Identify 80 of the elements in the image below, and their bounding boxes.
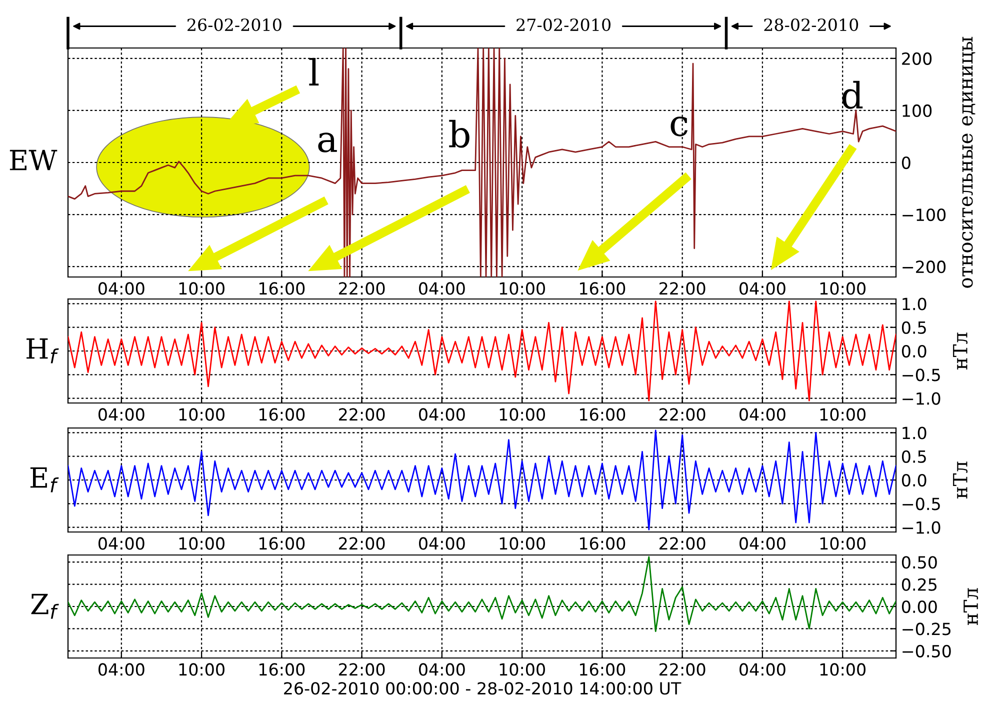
y-tick-label: −100: [902, 208, 946, 222]
x-tick-label: 22:00: [660, 408, 706, 421]
x-tick-label: 16:00: [259, 282, 305, 295]
series-label: H$_{f}$: [26, 338, 59, 364]
annotation: b: [449, 120, 470, 148]
x-tick-label: 04:00: [740, 282, 786, 295]
x-tick-label: 04:00: [419, 282, 465, 295]
text: 28-02-2010: [764, 18, 858, 32]
y-tick-label: 0.5: [902, 450, 926, 463]
x-tick-label: 16:00: [580, 537, 626, 550]
y-tick-label: 0.0: [902, 344, 926, 358]
annotation: a: [318, 132, 337, 152]
x-tick-label: 10:00: [500, 663, 545, 676]
y-tick-label: 0.00: [902, 600, 937, 614]
x-tick-label: 22:00: [660, 537, 706, 550]
y-tick-label: −0.5: [902, 498, 940, 510]
line-series: [68, 300, 896, 402]
x-tick-label: 16:00: [580, 282, 626, 295]
x-tick-label: 16:00: [580, 663, 626, 676]
x-tick-label: 10:00: [500, 282, 545, 295]
y-tick-label: 0.25: [902, 578, 937, 591]
text: 26-02-2010: [188, 18, 282, 32]
x-tick-label: 10:00: [500, 537, 545, 550]
y-tick-label: −200: [902, 260, 946, 274]
x-tick-label: 04:00: [98, 282, 144, 295]
annotation: c: [670, 116, 688, 136]
x-tick-label: 10:00: [820, 663, 866, 676]
annotation: d: [842, 80, 863, 109]
x-tick-label: 04:00: [419, 537, 465, 550]
x-tick-label: 04:00: [740, 537, 786, 550]
x-tick-label: 04:00: [740, 663, 786, 676]
x-tick-label: 10:00: [820, 537, 866, 550]
x-axis-title: 26-02-2010 00:00:00 - 28-02-2010 14:00:00 UT: [284, 682, 682, 695]
y-tick-label: 1.0: [902, 298, 926, 310]
x-tick-label: 10:00: [179, 663, 224, 676]
y-tick-label: 0: [902, 156, 910, 170]
x-tick-label: 04:00: [98, 663, 144, 676]
series-label: E$_{f}$: [30, 467, 59, 492]
text: 27-02-2010: [516, 18, 610, 32]
x-tick-label: 10:00: [179, 537, 224, 550]
x-tick-label: 04:00: [98, 537, 144, 550]
y-tick-label: 100: [902, 104, 932, 118]
x-tick-label: 10:00: [820, 408, 866, 421]
y-axis-title: нТл: [953, 462, 968, 498]
y-tick-label: 200: [902, 52, 932, 65]
line-series: [68, 48, 896, 277]
x-tick-label: 22:00: [660, 282, 706, 295]
x-tick-label: 22:00: [339, 537, 385, 550]
x-tick-label: 10:00: [820, 282, 866, 295]
x-tick-label: 04:00: [98, 408, 144, 421]
y-tick-label: −0.50: [902, 644, 951, 658]
x-tick-label: 22:00: [339, 408, 385, 421]
line-series: [68, 430, 896, 530]
x-tick-label: 22:00: [339, 663, 385, 676]
y-axis-title: нТл: [953, 332, 968, 370]
series-label: Z$_{f}$: [31, 594, 59, 619]
y-tick-label: 1.0: [902, 426, 926, 440]
x-tick-label: 04:00: [419, 663, 465, 676]
x-tick-label: 16:00: [259, 537, 305, 550]
series-label: EW: [10, 150, 58, 170]
y-tick-label: 0.5: [902, 321, 926, 334]
y-tick-label: −0.25: [902, 622, 950, 636]
y-tick-label: −0.5: [902, 368, 940, 382]
x-tick-label: 16:00: [259, 408, 305, 421]
x-tick-label: 22:00: [339, 282, 385, 295]
y-tick-label: −1.0: [902, 521, 940, 534]
x-tick-label: 04:00: [740, 408, 786, 421]
annotation: l: [309, 58, 319, 86]
x-tick-label: 10:00: [179, 408, 224, 421]
x-tick-label: 16:00: [580, 408, 626, 421]
x-tick-label: 04:00: [419, 408, 465, 421]
y-tick-label: 0.50: [902, 556, 937, 569]
y-tick-label: −1.0: [902, 392, 940, 405]
x-tick-label: 10:00: [500, 408, 545, 421]
y-axis-title: относительные единицы: [962, 36, 976, 288]
x-tick-label: 16:00: [259, 663, 305, 676]
x-tick-label: 10:00: [179, 282, 224, 295]
y-axis-title: нТл: [964, 588, 978, 625]
y-tick-label: 0.0: [902, 474, 926, 487]
x-tick-label: 22:00: [660, 663, 706, 676]
